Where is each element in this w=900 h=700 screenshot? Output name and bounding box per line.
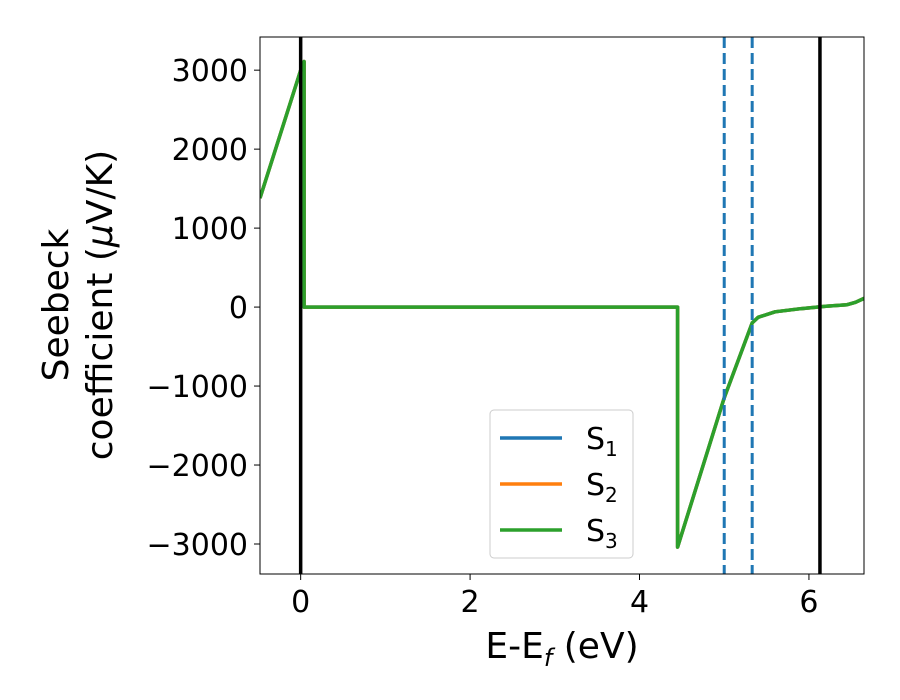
reference-lines [298,37,822,574]
x-tick-label: 4 [630,585,649,620]
y-axis-label: Seebeck coefficient (μV/K) [36,150,121,460]
legend-label-s3: S3 [586,514,618,553]
y-tick-label: −2000 [147,449,248,484]
y-tick-label: −1000 [147,370,248,405]
y-tick-label: 1000 [172,212,248,247]
y-tick-label: 0 [229,291,248,326]
y-tick-label: −3000 [147,528,248,563]
legend-label-s1: S1 [586,422,618,461]
legend-label-s2: S2 [586,468,618,507]
y-axis-label-line1: Seebeck [36,228,77,381]
y-tick-label: 3000 [172,54,248,89]
x-tick-label: 6 [799,585,818,620]
legend: S1 S2 S3 [489,409,634,559]
y-axis-ticks: 3000 2000 1000 0 −1000 −2000 −3000 [147,54,260,563]
x-tick-label: 2 [461,585,480,620]
y-tick-label: 2000 [172,133,248,168]
x-axis-label: E-Ef (eV) [485,626,638,672]
y-axis-label-line2: coefficient (μV/K) [80,150,121,460]
plot-frame [259,36,865,575]
series-layer [260,59,864,549]
series-line-s3 [260,59,864,549]
x-tick-label: 0 [291,585,310,620]
x-axis-ticks: 0 2 4 6 [291,574,818,620]
